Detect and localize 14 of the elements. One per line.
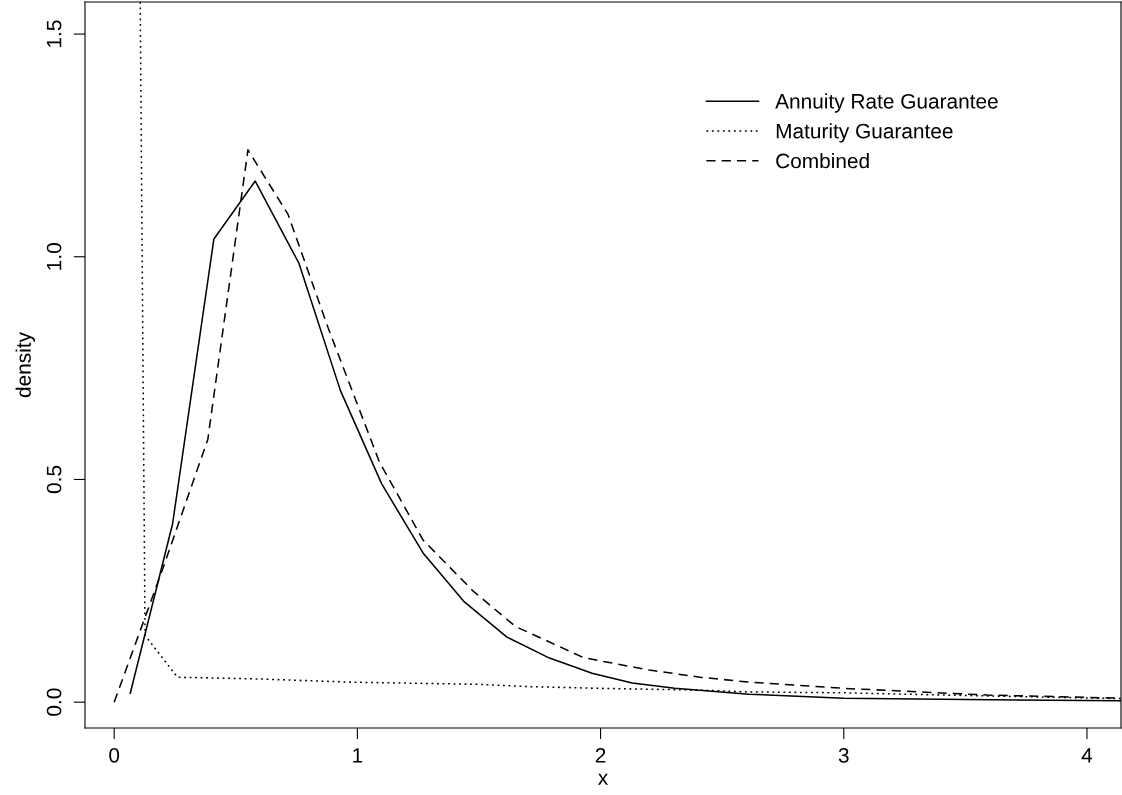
x-tick-label: 2 [595, 747, 606, 763]
x-axis-title: x [598, 773, 608, 785]
x-tick-label: 1 [353, 748, 363, 763]
y-tick-label: 0.0 [46, 688, 62, 716]
y-tick-label: 1.5 [46, 20, 62, 47]
legend-label: Combined [776, 153, 869, 169]
x-tick-label: 4 [1081, 748, 1093, 763]
legend-label: Annuity Rate Guarantee [775, 93, 998, 113]
y-tick-label: 0.5 [46, 465, 62, 494]
y-axis-title: density [15, 332, 36, 398]
x-tick-label: 0 [109, 747, 120, 763]
y-tick-label: 1.0 [46, 243, 62, 270]
x-tick-label: 3 [838, 747, 849, 763]
legend-label: Maturity Guarantee [776, 123, 953, 143]
